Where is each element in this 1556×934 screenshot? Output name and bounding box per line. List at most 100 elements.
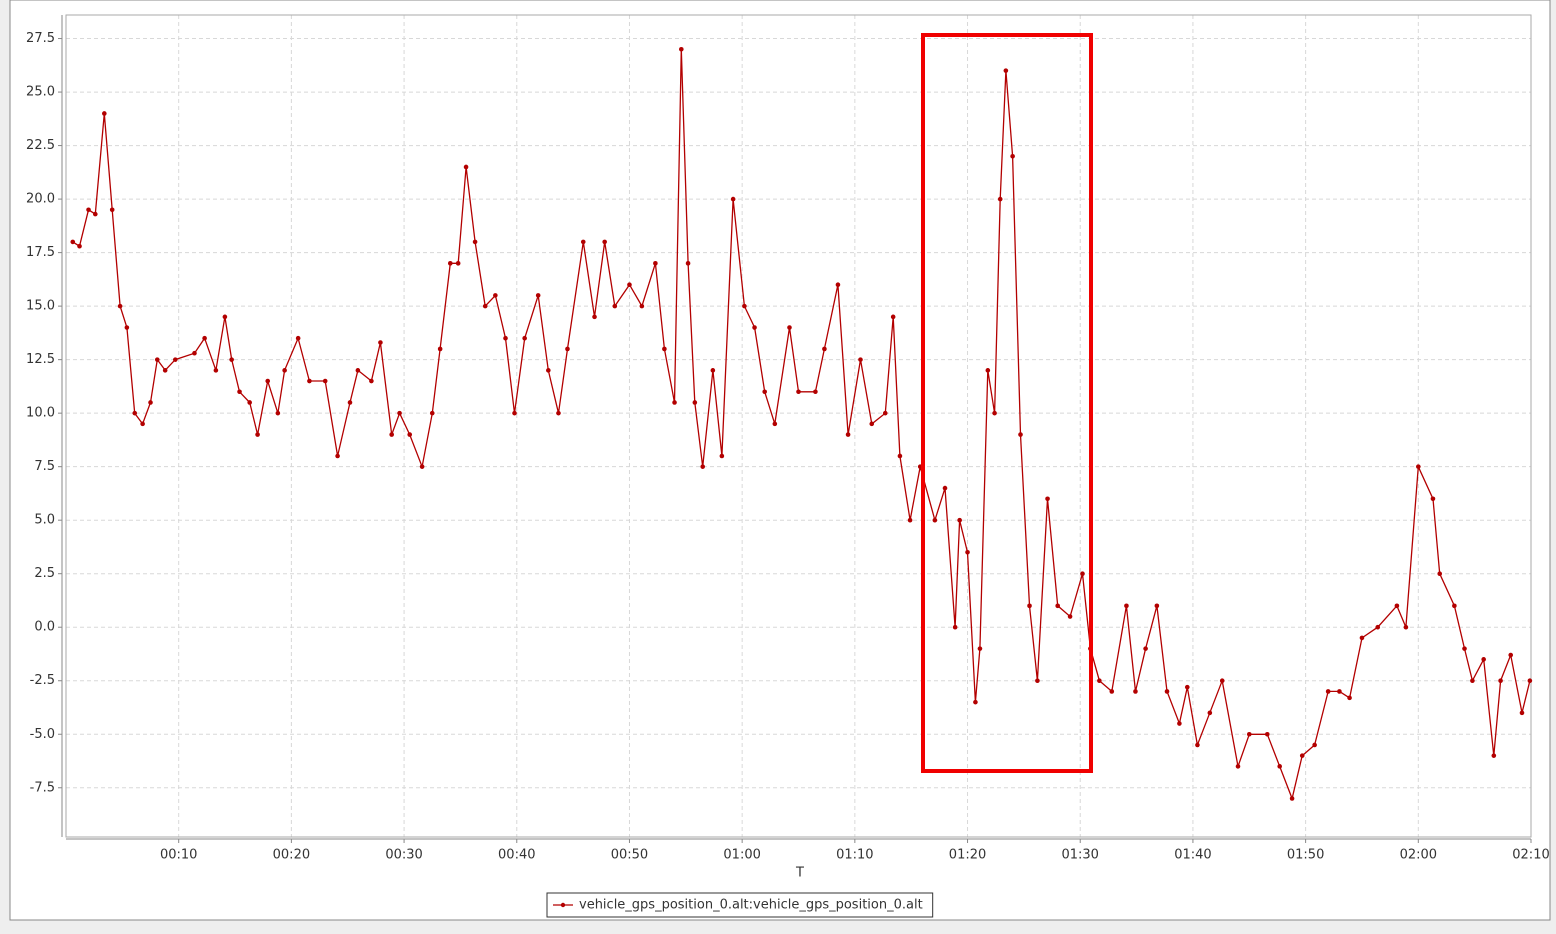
point	[1164, 689, 1170, 694]
point	[1143, 646, 1148, 651]
point	[389, 432, 394, 437]
point	[845, 432, 851, 437]
point	[907, 517, 913, 523]
point	[222, 314, 228, 320]
point	[447, 261, 453, 266]
point	[1219, 678, 1225, 684]
point	[772, 421, 778, 427]
grid	[66, 15, 1532, 837]
point	[322, 378, 328, 384]
point	[882, 410, 888, 416]
point	[154, 357, 160, 362]
point	[282, 368, 287, 373]
point	[1195, 742, 1200, 748]
point	[1347, 695, 1352, 701]
y-tick-label: 20.0	[26, 192, 55, 207]
point	[335, 453, 340, 459]
point	[124, 325, 130, 330]
point	[493, 293, 498, 298]
point	[890, 314, 896, 320]
series	[70, 46, 1533, 801]
point	[942, 485, 948, 491]
point	[1154, 603, 1160, 609]
point	[1265, 731, 1270, 737]
y-tick-label: -2.5	[30, 673, 55, 688]
point	[685, 261, 691, 266]
point	[522, 335, 527, 341]
point	[347, 400, 353, 405]
point	[1235, 764, 1241, 769]
point	[407, 432, 413, 437]
point	[265, 378, 271, 384]
x-tick-label: 00:50	[611, 848, 648, 863]
point	[255, 432, 260, 437]
point	[1437, 571, 1443, 577]
point	[692, 400, 698, 405]
point	[202, 335, 207, 341]
y-tick-label: 17.5	[26, 245, 55, 260]
x-tick-label: 01:50	[1287, 848, 1324, 863]
point	[565, 346, 570, 352]
point	[1299, 753, 1305, 758]
y-tick-label: 15.0	[26, 299, 55, 314]
point	[437, 346, 443, 352]
point	[742, 303, 747, 309]
point	[973, 699, 978, 705]
point	[247, 400, 252, 405]
point	[602, 239, 607, 245]
x-tick-label: 02:10	[1512, 848, 1549, 863]
point	[1067, 614, 1073, 619]
point	[1498, 678, 1503, 684]
x-axis-label: T	[795, 866, 804, 881]
point	[463, 164, 469, 170]
point	[229, 357, 234, 362]
point	[148, 400, 153, 405]
point	[997, 196, 1003, 202]
point	[965, 549, 970, 555]
point	[93, 211, 98, 217]
y-tick-label: 0.0	[34, 620, 55, 635]
x-tick-label: 02:00	[1400, 848, 1437, 863]
point	[192, 350, 197, 356]
y-tick-label: 7.5	[34, 459, 55, 474]
y-tick-label: 2.5	[34, 566, 55, 581]
point	[1003, 68, 1009, 73]
y-tick-label: 22.5	[26, 138, 55, 153]
point	[535, 293, 541, 298]
point	[1481, 657, 1486, 662]
point	[752, 325, 757, 330]
point	[700, 464, 706, 469]
point	[117, 303, 123, 309]
point	[1337, 689, 1342, 694]
point	[295, 335, 301, 341]
plot-area	[66, 15, 1531, 837]
point	[1055, 603, 1060, 609]
y-tick-label: 5.0	[34, 513, 55, 528]
point	[592, 314, 597, 320]
point	[1018, 432, 1023, 437]
point	[1416, 464, 1421, 469]
point	[627, 282, 632, 288]
legend-box	[546, 892, 934, 918]
point	[213, 368, 219, 373]
point	[429, 410, 435, 416]
point	[719, 453, 725, 459]
point	[1491, 753, 1497, 758]
point	[1452, 603, 1457, 609]
x-tick-label: 01:10	[836, 848, 873, 863]
point	[762, 389, 767, 395]
point	[275, 410, 281, 416]
point	[109, 207, 115, 213]
point	[1430, 496, 1436, 502]
point	[378, 340, 383, 345]
point	[1027, 603, 1032, 609]
x-tick-label: 00:30	[385, 848, 422, 863]
point	[869, 421, 875, 427]
point	[1462, 646, 1467, 651]
point	[1403, 624, 1409, 630]
point	[1124, 603, 1129, 609]
y-tick-label: 25.0	[26, 85, 55, 100]
x-tick-label: 00:40	[498, 848, 535, 863]
point	[482, 303, 488, 309]
